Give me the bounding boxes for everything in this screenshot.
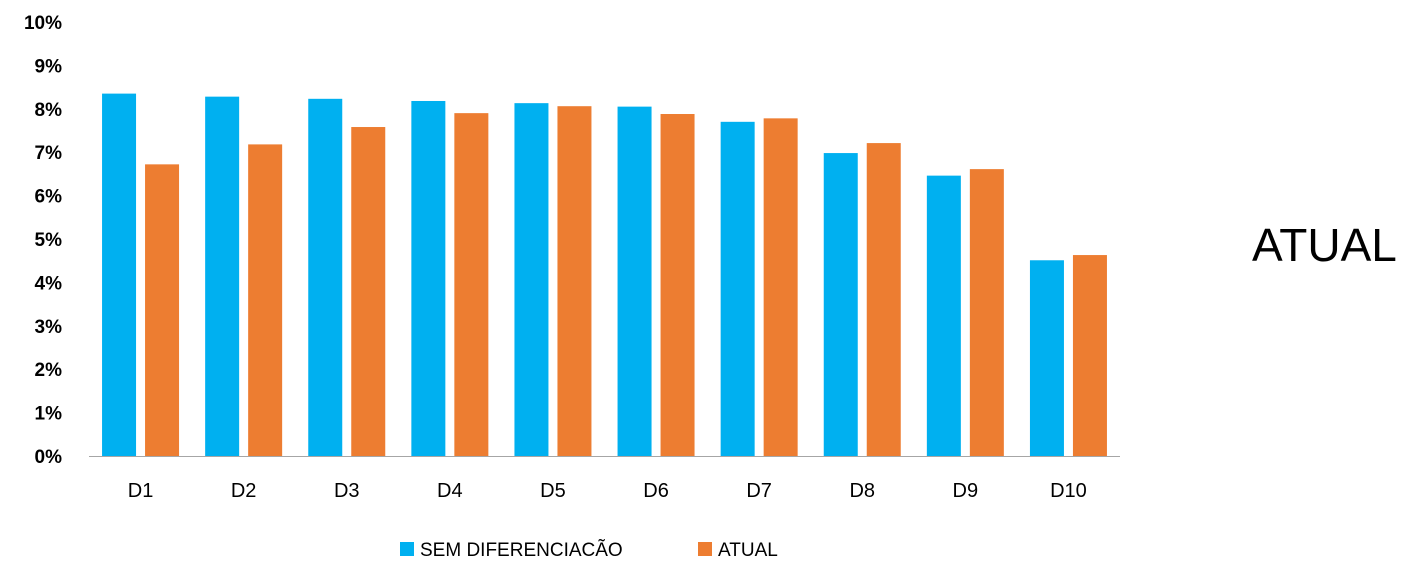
x-tick-label: D4 [437,480,463,502]
bar-sem-diferenciacao-d5 [514,103,549,457]
bar-atual-d8 [866,143,901,456]
bar-atual-d9 [969,169,1004,456]
y-axis-ticks: 0% 1% 2% 3% 4% 5% 6% 7% 8% 9% 10% [24,13,62,468]
bar-sem-diferenciacao-d6 [617,106,652,456]
y-tick-label: 8% [35,100,63,121]
y-tick-label: 6% [35,187,63,208]
y-tick-label: 9% [35,56,63,77]
y-tick-label: 7% [35,143,63,164]
y-tick-label: 10% [24,13,62,34]
y-tick-label: 2% [35,360,63,381]
bar-atual-d5 [557,106,592,457]
x-tick-label: D10 [1050,480,1087,502]
x-tick-label: D8 [849,480,875,502]
bar-sem-diferenciacao-d9 [926,175,961,457]
bar-sem-diferenciacao-d3 [308,98,343,457]
x-tick-label: D5 [540,480,566,502]
legend-swatch [400,542,414,556]
bar-sem-diferenciacao-d7 [720,121,755,456]
legend-label: ATUAL [718,540,778,561]
x-tick-label: D3 [334,480,360,502]
y-tick-label: 3% [35,317,63,338]
legend-label: SEM DIFERENCIACÃO [420,539,623,561]
x-tick-label: D7 [746,480,772,502]
y-tick-label: 4% [35,273,63,294]
bar-atual-d10 [1072,255,1107,456]
x-tick-label: D6 [643,480,669,502]
bar-atual-d1 [145,164,180,457]
x-axis-ticks: D1 D2 D3 D4 D5 D6 D7 D8 D9 D10 [128,480,1087,502]
bar-sem-diferenciacao-d10 [1029,260,1064,456]
legend: SEM DIFERENCIACÃO ATUAL [400,539,778,561]
bar-sem-diferenciacao-d8 [823,153,858,456]
side-title: ATUAL [1252,219,1397,271]
bar-sem-diferenciacao-d4 [411,100,446,456]
bar-atual-d4 [454,113,489,456]
bar-sem-diferenciacao-d2 [205,96,240,456]
y-tick-label: 5% [35,230,63,251]
legend-swatch [698,542,712,556]
x-tick-label: D9 [953,480,979,502]
y-tick-label: 0% [35,447,63,468]
x-tick-label: D2 [231,480,257,502]
bar-sem-diferenciacao-d1 [102,93,137,457]
x-tick-label: D1 [128,480,154,502]
bars [102,93,1107,457]
y-tick-label: 1% [35,404,63,425]
bar-atual-d6 [660,114,695,457]
bar-atual-d2 [248,144,283,456]
bar-atual-d7 [763,118,798,457]
bar-atual-d3 [351,127,386,456]
